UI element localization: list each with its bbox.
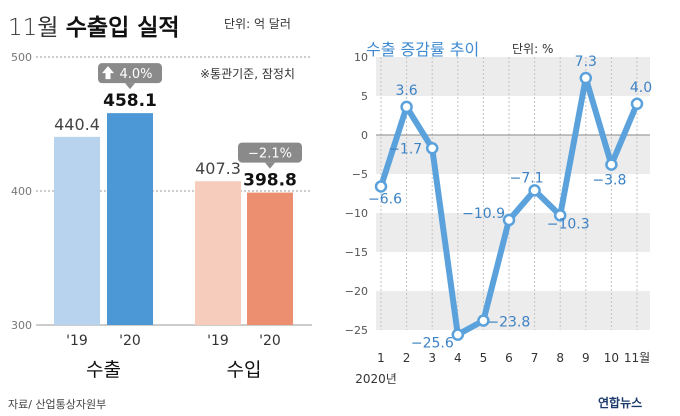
data-value-label: 4.0: [630, 80, 652, 96]
change-badge-bg: [238, 142, 302, 163]
change-badge-label: −2.1%: [248, 147, 292, 162]
right-unit-label: 단위: %: [512, 42, 554, 56]
x-tick-label: 10: [604, 351, 619, 365]
source-credit: 자료/ 산업통상자원부: [8, 398, 107, 411]
trade-bar-chart: 300 400 500 440.4 '19 458.1 '20 수출 4.0% 407.3 '19 3…: [11, 51, 312, 381]
bar-category-label: '19: [66, 333, 88, 349]
data-point: [553, 209, 567, 222]
bar-y-tick-label: 500: [11, 51, 32, 64]
title-month: 11월: [8, 15, 59, 41]
data-value-label: −6.6: [368, 191, 402, 207]
data-value-label: −10.9: [462, 206, 505, 222]
x-tick-label: 9: [582, 351, 590, 365]
x-tick-label: 6: [505, 351, 513, 365]
x-tick-label: 3: [428, 351, 436, 365]
data-point: [502, 213, 516, 227]
change-badge-bg: [98, 63, 162, 84]
y-tick-label: −10: [345, 207, 368, 220]
data-point: [425, 142, 439, 155]
x-tick-label: 2: [403, 351, 411, 365]
bar-category-label: '20: [119, 333, 141, 349]
bar-value-label: 458.1: [103, 91, 157, 111]
left-unit-label: 단위: 억 달러: [224, 17, 291, 31]
bar: [54, 136, 100, 325]
change-badge-pointer: [125, 83, 135, 90]
x-tick-label: 5: [480, 351, 488, 365]
grid-band: [376, 57, 650, 96]
bar: [247, 192, 293, 325]
change-badge: 4.0%: [98, 63, 162, 90]
bar-group-label: 수출: [86, 359, 121, 381]
bar-value-label: 398.8: [243, 171, 297, 191]
data-value-label: −10.3: [547, 216, 590, 232]
data-point: [630, 97, 644, 111]
bar-y-tick-label: 400: [11, 185, 32, 198]
data-value-label: −1.7: [388, 141, 422, 157]
y-tick-label: 5: [361, 90, 368, 103]
data-point: [528, 184, 541, 197]
data-point: [579, 71, 593, 85]
y-tick-label: −20: [345, 285, 368, 298]
bar-value-label: 407.3: [195, 159, 241, 178]
right-chart-title: 수출 증감률 추이: [366, 40, 480, 59]
x-tick-label: 11월: [624, 351, 650, 365]
export-growth-line-chart: 10 5 0 −5 −10 −15 −20 −25 1 2 3 4 5 6 7 8 9 10 11월 2020년 −6.…: [345, 51, 652, 386]
x-tick-label: 8: [556, 351, 564, 365]
bar-category-label: '19: [207, 333, 229, 349]
data-value-label: −7.1: [510, 170, 544, 186]
data-value-label: −25.6: [411, 336, 454, 352]
data-point: [605, 158, 618, 171]
bar-category-label: '20: [259, 333, 281, 349]
title-main: 수출입 실적: [65, 15, 180, 41]
x-tick-label: 4: [454, 351, 462, 365]
data-value-label: 3.6: [395, 83, 417, 99]
data-value-label: −3.8: [592, 173, 626, 189]
bar: [195, 181, 241, 325]
bar-value-label: 440.4: [54, 115, 100, 134]
y-tick-label: −15: [345, 246, 368, 259]
left-chart-title: 11월 수출입 실적: [8, 8, 180, 42]
change-badge-pointer: [265, 162, 275, 169]
brand-logo: 연합뉴스: [598, 396, 643, 410]
basis-note: ※통관기준, 잠정치: [200, 67, 295, 81]
grid-band: [376, 291, 650, 330]
change-badge: −2.1%: [238, 142, 302, 169]
data-point: [400, 100, 413, 114]
bar-y-tick-label: 300: [11, 319, 32, 332]
x-tick-label: 1: [377, 351, 385, 365]
change-badge-label: 4.0%: [119, 67, 152, 82]
data-point: [477, 314, 490, 327]
y-tick-label: −5: [352, 168, 368, 181]
y-tick-label: 0: [361, 129, 368, 142]
y-tick-label: 10: [354, 51, 368, 64]
y-tick-label: −25: [345, 324, 368, 337]
x-tick-label: 7: [531, 351, 539, 365]
data-point: [451, 328, 465, 341]
data-point: [374, 180, 388, 193]
x-axis-year-label: 2020년: [355, 372, 397, 386]
data-value-label: 7.3: [575, 54, 597, 70]
bar: [107, 113, 153, 325]
up-arrow-icon: [102, 66, 114, 80]
bar-group-label: 수입: [227, 359, 262, 381]
data-value-label: −23.8: [487, 315, 530, 331]
